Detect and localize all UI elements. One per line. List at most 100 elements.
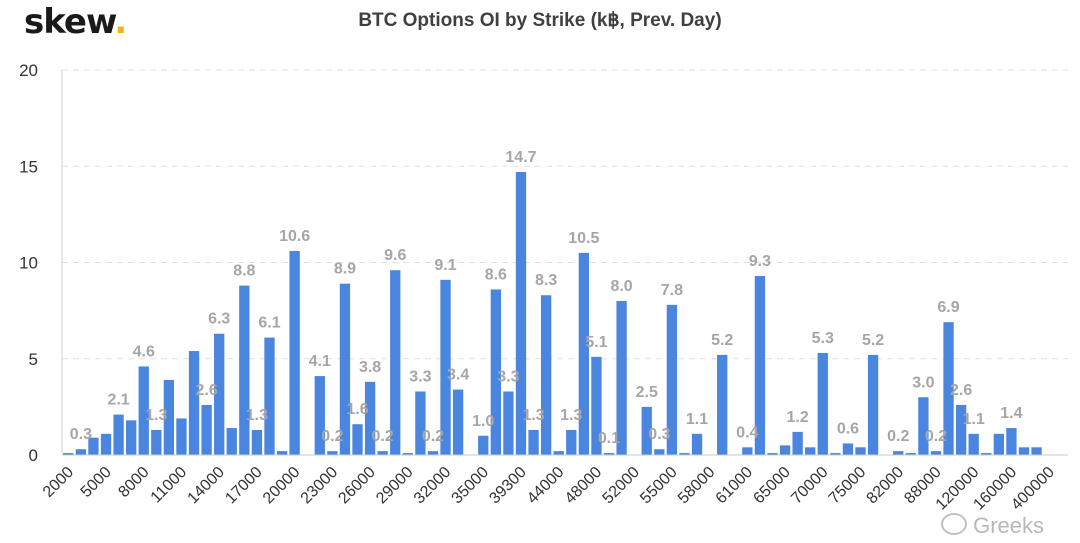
data-label: 2.1 — [107, 392, 129, 409]
wechat-icon — [941, 513, 968, 535]
bar — [616, 301, 627, 455]
bar — [955, 404, 967, 455]
bar — [867, 354, 879, 455]
x-tick-label: 5000 — [78, 464, 115, 501]
x-tick-label: 20000 — [260, 464, 304, 508]
data-label: 3.3 — [497, 368, 519, 385]
bar — [993, 433, 1004, 455]
bar — [176, 418, 187, 455]
bar — [88, 437, 99, 455]
data-label: 1.1 — [686, 411, 708, 428]
y-tick-label: 20 — [19, 61, 38, 80]
data-label: 8.6 — [485, 266, 507, 283]
x-tick-label: 29000 — [373, 464, 417, 508]
data-label: 3.8 — [359, 359, 381, 376]
data-label: 0.2 — [422, 428, 444, 445]
bar — [327, 451, 338, 455]
bar — [905, 453, 916, 455]
x-tick-label: 55000 — [637, 464, 681, 508]
bar — [201, 404, 212, 455]
bar — [188, 351, 200, 455]
bar — [717, 354, 728, 455]
bar — [452, 389, 464, 455]
data-label: 8.3 — [535, 272, 557, 289]
bar — [515, 172, 527, 455]
bar — [1006, 428, 1017, 455]
bar — [742, 447, 753, 455]
bar — [578, 252, 590, 455]
y-tick-label: 15 — [19, 157, 38, 176]
watermark-text: Greeks — [973, 513, 1044, 538]
bar — [767, 453, 778, 455]
x-tick-label: 23000 — [298, 464, 342, 508]
data-label: 8.8 — [233, 263, 255, 280]
x-tick-label: 11000 — [148, 464, 191, 507]
data-label: 3.0 — [912, 374, 934, 391]
bar — [918, 397, 929, 455]
data-label: 0.4 — [736, 424, 758, 441]
data-label: 4.6 — [133, 343, 155, 360]
bar — [377, 451, 388, 455]
data-label: 8.9 — [334, 261, 356, 278]
bar — [842, 443, 854, 455]
brand-name: skew — [24, 2, 115, 42]
data-label: 1.0 — [472, 413, 494, 430]
bar — [817, 352, 828, 455]
x-tick-label: 52000 — [600, 464, 644, 508]
data-label: 0.6 — [837, 420, 859, 437]
bar — [264, 337, 275, 455]
x-tick-label: 26000 — [335, 464, 379, 508]
data-label: 5.1 — [585, 334, 607, 351]
data-label: 0.2 — [372, 428, 394, 445]
bar — [276, 451, 288, 455]
x-tick-label: 8000 — [115, 464, 152, 501]
data-label: 1.3 — [145, 407, 167, 424]
brand-dot: . — [114, 2, 127, 42]
bar — [126, 420, 137, 455]
bar — [151, 429, 162, 455]
bar — [138, 366, 149, 455]
bar — [402, 453, 413, 455]
bar — [251, 429, 263, 455]
data-label: 5.2 — [862, 332, 884, 349]
bar — [779, 445, 791, 455]
data-label: 5.3 — [812, 330, 834, 347]
data-label: 9.3 — [749, 253, 771, 270]
bar — [75, 449, 87, 455]
x-tick-label: 82000 — [864, 464, 908, 508]
x-tick-label: 32000 — [411, 464, 455, 508]
x-tick-label: 400000 — [1008, 464, 1058, 514]
bar — [566, 429, 577, 455]
bar — [490, 289, 501, 455]
bar — [289, 250, 300, 455]
bar — [440, 279, 451, 455]
data-label: 4.1 — [309, 353, 331, 370]
bar — [503, 391, 514, 455]
bar — [830, 453, 841, 455]
bar — [805, 447, 816, 455]
data-label: 0.2 — [321, 428, 343, 445]
data-label: 1.3 — [560, 407, 582, 424]
x-tick-label: 58000 — [675, 464, 719, 508]
x-tick-label: 39300 — [486, 464, 530, 508]
data-label: 3.4 — [447, 367, 469, 384]
data-label: 8.0 — [610, 278, 632, 295]
bar — [63, 453, 74, 455]
data-label: 6.3 — [208, 311, 230, 328]
data-label: 9.6 — [384, 247, 406, 264]
bar — [603, 453, 615, 455]
data-label: 2.6 — [950, 382, 972, 399]
data-label: 2.6 — [195, 382, 217, 399]
data-label: 1.4 — [1000, 405, 1022, 422]
bar — [591, 356, 602, 455]
x-tick-label: 14000 — [185, 464, 229, 508]
data-label: 14.7 — [505, 149, 536, 166]
bar — [226, 428, 237, 455]
x-tick-label: 65000 — [750, 464, 794, 508]
bar — [100, 433, 112, 455]
data-label: 6.9 — [937, 299, 959, 316]
bar — [214, 333, 225, 455]
bar — [666, 304, 678, 455]
data-label: 10.5 — [568, 230, 599, 247]
